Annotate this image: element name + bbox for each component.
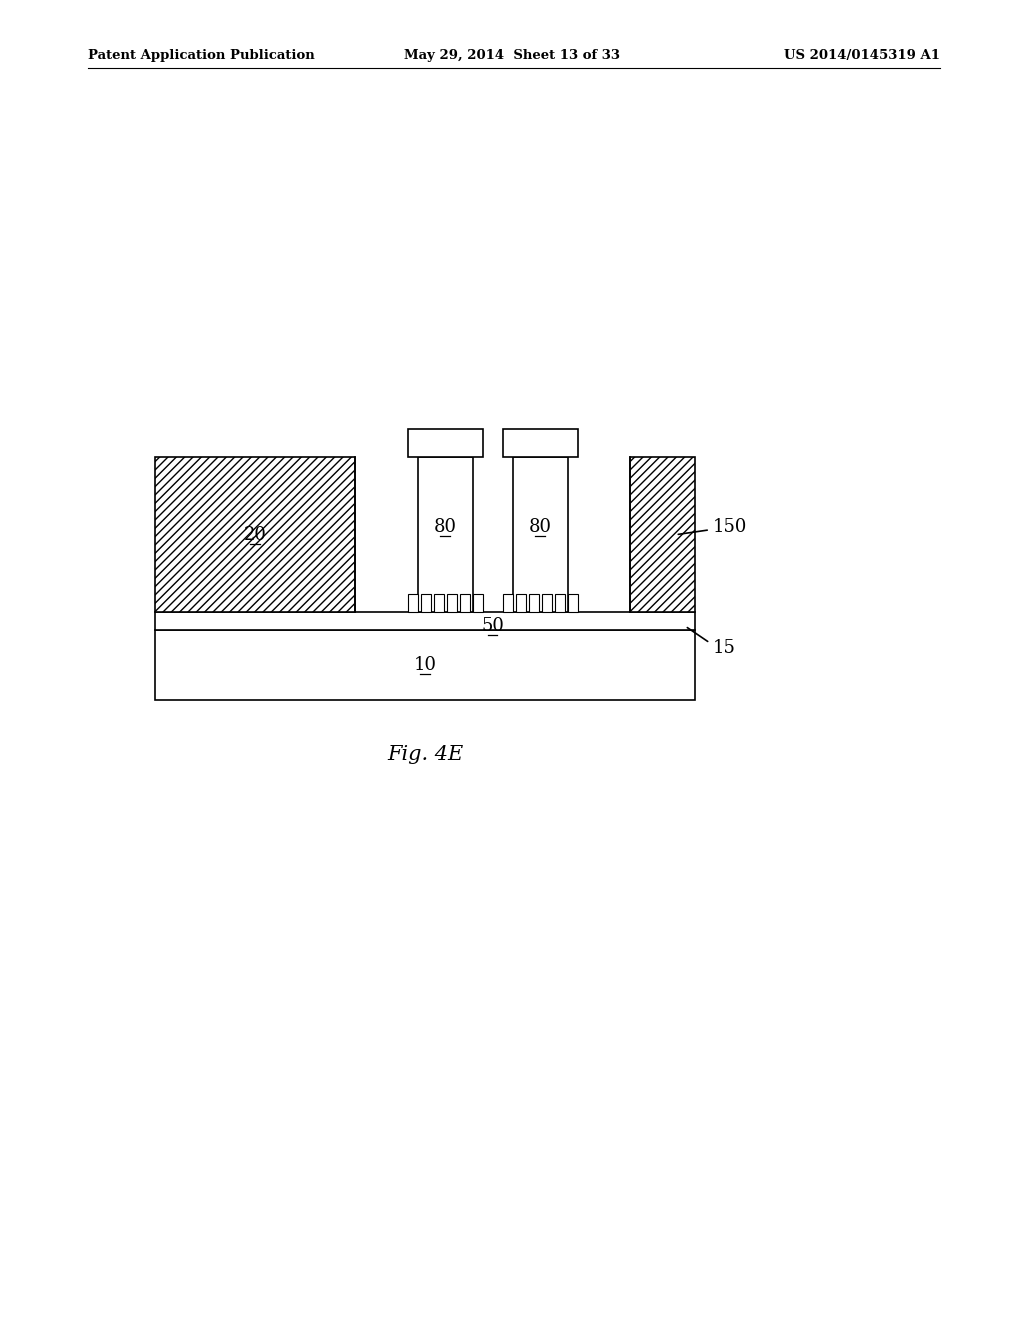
Text: 10: 10 <box>414 656 436 675</box>
Bar <box>515 594 525 612</box>
Bar <box>433 594 443 612</box>
Text: Patent Application Publication: Patent Application Publication <box>88 49 314 62</box>
Text: 15: 15 <box>713 639 736 657</box>
Text: 20: 20 <box>244 525 266 544</box>
Text: Fig. 4E: Fig. 4E <box>387 746 463 764</box>
Text: 50: 50 <box>481 616 504 635</box>
Bar <box>472 594 482 612</box>
Bar <box>155 457 355 612</box>
Bar <box>528 594 539 612</box>
Text: US 2014/0145319 A1: US 2014/0145319 A1 <box>784 49 940 62</box>
Text: 80: 80 <box>433 517 457 536</box>
Bar <box>542 594 552 612</box>
Bar <box>408 594 418 612</box>
Bar <box>418 457 472 612</box>
Bar <box>503 429 578 457</box>
Text: May 29, 2014  Sheet 13 of 33: May 29, 2014 Sheet 13 of 33 <box>404 49 620 62</box>
Bar <box>567 594 578 612</box>
Bar <box>155 630 695 700</box>
Text: 150: 150 <box>713 517 748 536</box>
Bar <box>446 594 457 612</box>
Bar <box>503 594 512 612</box>
Bar <box>408 429 482 457</box>
Bar <box>155 612 695 630</box>
Bar <box>460 594 469 612</box>
Bar <box>421 594 430 612</box>
Bar <box>355 457 630 612</box>
Text: 80: 80 <box>528 517 552 536</box>
Bar <box>512 457 567 612</box>
Bar <box>630 457 695 612</box>
Bar <box>555 594 564 612</box>
